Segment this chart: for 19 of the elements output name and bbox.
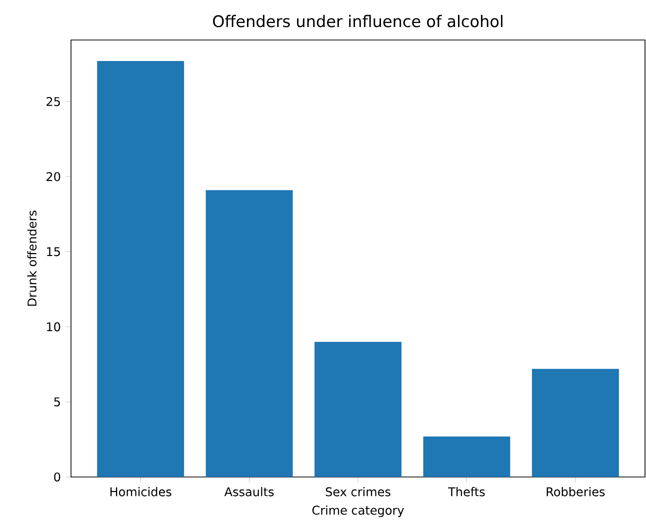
bar (97, 61, 184, 477)
x-tick-label: Robberies (546, 487, 605, 496)
bar (314, 342, 402, 477)
x-tick-label: Assaults (224, 487, 274, 496)
y-tick-label: 5 (54, 397, 60, 406)
bar (423, 436, 510, 477)
y-tick-label: 0 (54, 472, 60, 482)
x-tick-label: Sex crimes (326, 487, 390, 496)
y-tick-label: 20 (46, 172, 60, 182)
x-tick-label: Homicides (110, 487, 172, 496)
y-axis-title: Drunk offenders (27, 210, 37, 306)
x-axis-title: Crime category (312, 505, 404, 518)
bar (206, 190, 293, 477)
chart-title: Offenders under influence of alcohol (213, 14, 502, 28)
y-tick-label: 10 (47, 322, 60, 332)
y-tick-label: 25 (46, 97, 60, 106)
bar (532, 368, 619, 477)
y-tick-label: 15 (47, 247, 60, 256)
x-tick-label: Thefts (448, 487, 485, 496)
